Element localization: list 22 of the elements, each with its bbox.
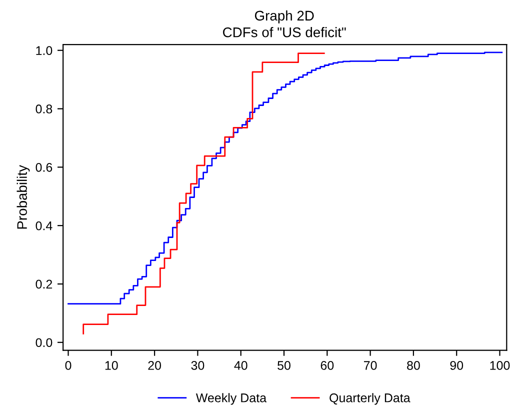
x-tick-label: 80 (407, 361, 420, 370)
y-axis-title: Probability (16, 164, 30, 229)
x-tick-label: 50 (278, 361, 290, 370)
legend-label: Quarterly Data (330, 393, 410, 405)
y-tick-label: 0.0 (36, 338, 52, 348)
x-tick-label: 70 (364, 361, 377, 370)
y-tick-label: 1.0 (36, 46, 52, 56)
y-tick-label: 0.4 (36, 221, 52, 230)
x-tick-label: 30 (191, 361, 204, 370)
x-tick-label: 60 (320, 361, 334, 370)
x-tick-label: 0 (65, 361, 72, 370)
y-tick-label: 0.6 (36, 162, 52, 172)
legend-label: Weekly Data (196, 393, 267, 405)
y-tick-label: 0.2 (36, 280, 52, 289)
x-tick-label: 40 (234, 361, 248, 370)
x-tick-label: 20 (148, 361, 162, 370)
x-tick-label: 100 (490, 361, 510, 370)
chart-subtitle: CDFs of "US deficit" (223, 27, 346, 38)
x-tick-label: 10 (105, 361, 118, 370)
x-tick-label: 90 (450, 361, 464, 370)
chart-title: Graph 2D (254, 10, 314, 24)
y-tick-label: 0.8 (36, 104, 52, 114)
